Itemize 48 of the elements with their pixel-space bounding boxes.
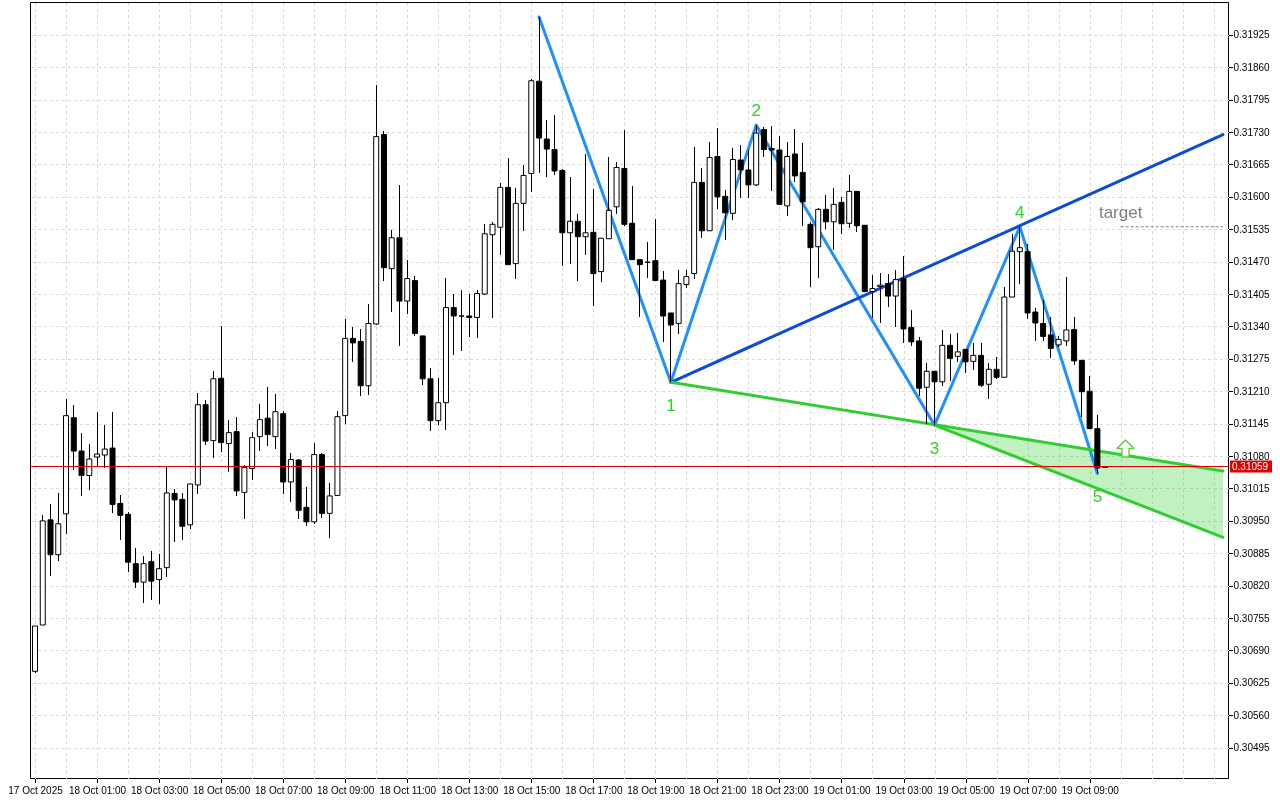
y-tick-label: 0.31275: [1233, 353, 1271, 365]
y-tick-label: 0.31600: [1233, 191, 1271, 203]
y-tick-label: 0.31535: [1233, 223, 1271, 235]
x-tick-label: 19 Oct 01:00: [813, 784, 872, 796]
x-tick-label: 18 Oct 19:00: [627, 784, 685, 796]
y-tick-label: 0.30950: [1233, 515, 1271, 527]
x-tick-label: 18 Oct 05:00: [192, 784, 251, 796]
y-tick-label: 0.30625: [1233, 677, 1271, 689]
x-tick-label: 18 Oct 11:00: [379, 784, 437, 796]
x-tick-label: 18 Oct 09:00: [317, 784, 375, 796]
annotation: 5: [1092, 487, 1103, 507]
x-tick-label: 18 Oct 13:00: [441, 784, 499, 796]
x-tick-label: 19 Oct 05:00: [937, 784, 996, 796]
y-tick-label: 0.30495: [1233, 742, 1271, 754]
y-tick-label: 0.31015: [1233, 482, 1271, 494]
x-tick-label: 19 Oct 09:00: [1061, 784, 1120, 796]
y-tick-label: 0.31730: [1233, 126, 1271, 138]
y-tick-label: 0.31470: [1233, 256, 1271, 268]
y-tick-label: 0.31080: [1233, 450, 1271, 462]
y-tick-label: 0.31795: [1233, 94, 1271, 106]
annotation: target: [1098, 202, 1143, 222]
y-tick-label: 0.30755: [1233, 612, 1271, 624]
ref-line-label: 0.31059: [1232, 460, 1269, 472]
y-tick-label: 0.31860: [1233, 61, 1271, 73]
annotation: 4: [1015, 202, 1025, 222]
y-tick-label: 0.31665: [1233, 158, 1271, 170]
annotation: 2: [751, 101, 761, 121]
y-tick-label: 0.31210: [1233, 385, 1271, 397]
y-tick-label: 0.30885: [1233, 547, 1271, 559]
y-tick-label: 0.30820: [1233, 580, 1271, 592]
x-tick-label: 18 Oct 15:00: [503, 784, 561, 796]
y-tick-label: 0.30560: [1233, 709, 1271, 721]
x-tick-label: 18 Oct 03:00: [130, 784, 189, 796]
y-tick-label: 0.31405: [1233, 288, 1271, 300]
x-tick-label: 18 Oct 07:00: [255, 784, 313, 796]
y-tick-label: 0.30690: [1233, 644, 1271, 656]
x-tick-label: 17 Oct 2025: [8, 784, 64, 796]
annotation: 1: [666, 396, 676, 416]
x-tick-label: 19 Oct 03:00: [875, 784, 934, 796]
x-tick-label: 18 Oct 21:00: [689, 784, 747, 796]
annotation: 3: [929, 439, 940, 459]
y-tick-label: 0.31340: [1233, 320, 1271, 332]
y-tick-label: 0.31145: [1233, 418, 1270, 430]
y-tick-label: 0.31925: [1233, 29, 1271, 41]
x-tick-label: 18 Oct 17:00: [565, 784, 623, 796]
x-tick-label: 19 Oct 07:00: [999, 784, 1058, 796]
x-tick-label: 18 Oct 01:00: [68, 784, 127, 796]
x-tick-label: 18 Oct 23:00: [751, 784, 810, 796]
